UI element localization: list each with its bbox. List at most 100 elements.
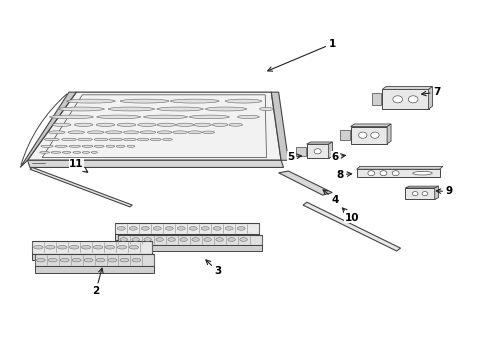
Ellipse shape	[82, 152, 89, 153]
Circle shape	[407, 96, 417, 103]
Ellipse shape	[120, 99, 168, 103]
Ellipse shape	[123, 131, 139, 134]
Ellipse shape	[170, 99, 219, 103]
Ellipse shape	[172, 131, 187, 134]
Polygon shape	[339, 130, 349, 140]
Ellipse shape	[212, 123, 227, 126]
Circle shape	[411, 192, 417, 196]
Ellipse shape	[150, 138, 161, 141]
Polygon shape	[295, 147, 305, 156]
Text: 8: 8	[335, 170, 351, 180]
Ellipse shape	[176, 123, 193, 126]
Ellipse shape	[105, 246, 115, 249]
Ellipse shape	[41, 145, 53, 147]
Circle shape	[421, 192, 427, 196]
Ellipse shape	[58, 246, 67, 249]
Ellipse shape	[105, 131, 122, 134]
Polygon shape	[27, 160, 283, 167]
Ellipse shape	[78, 138, 92, 141]
Ellipse shape	[48, 131, 65, 134]
Ellipse shape	[237, 115, 259, 118]
Ellipse shape	[58, 107, 104, 111]
Text: 9: 9	[435, 186, 452, 197]
Ellipse shape	[108, 107, 154, 111]
Polygon shape	[356, 166, 442, 169]
Polygon shape	[371, 93, 381, 105]
Ellipse shape	[189, 226, 197, 230]
Polygon shape	[35, 254, 154, 266]
Ellipse shape	[68, 131, 84, 134]
Ellipse shape	[49, 115, 93, 119]
Ellipse shape	[74, 123, 93, 126]
Polygon shape	[386, 124, 390, 144]
Ellipse shape	[40, 152, 49, 153]
Text: 3: 3	[205, 260, 221, 276]
Ellipse shape	[45, 246, 55, 249]
Ellipse shape	[138, 123, 156, 126]
Ellipse shape	[259, 107, 273, 111]
Ellipse shape	[94, 138, 108, 141]
Polygon shape	[32, 253, 152, 260]
Ellipse shape	[96, 258, 105, 262]
Polygon shape	[20, 92, 76, 167]
Text: 2: 2	[92, 268, 103, 296]
Ellipse shape	[137, 138, 149, 141]
Ellipse shape	[72, 258, 81, 262]
Polygon shape	[118, 234, 261, 244]
Ellipse shape	[157, 131, 171, 134]
Ellipse shape	[48, 258, 57, 262]
Polygon shape	[328, 142, 332, 158]
Circle shape	[379, 171, 386, 176]
Ellipse shape	[123, 138, 136, 141]
Ellipse shape	[81, 246, 91, 249]
Ellipse shape	[129, 246, 138, 249]
Polygon shape	[382, 89, 427, 109]
Ellipse shape	[225, 99, 261, 103]
Ellipse shape	[109, 138, 122, 141]
Ellipse shape	[201, 226, 209, 230]
Ellipse shape	[44, 138, 59, 141]
Circle shape	[391, 171, 398, 176]
Ellipse shape	[224, 226, 233, 230]
Text: 10: 10	[342, 208, 358, 222]
Ellipse shape	[96, 123, 115, 126]
Ellipse shape	[60, 258, 69, 262]
Ellipse shape	[193, 123, 211, 126]
Ellipse shape	[120, 258, 128, 262]
Ellipse shape	[87, 131, 104, 134]
Ellipse shape	[97, 115, 141, 119]
Ellipse shape	[91, 152, 97, 153]
Ellipse shape	[141, 226, 149, 230]
Ellipse shape	[52, 123, 71, 126]
Text: 11: 11	[69, 159, 87, 172]
Circle shape	[358, 132, 366, 138]
Text: 1: 1	[267, 39, 335, 71]
Ellipse shape	[237, 226, 244, 230]
Ellipse shape	[227, 238, 235, 241]
Ellipse shape	[157, 107, 203, 111]
Polygon shape	[427, 86, 431, 109]
Ellipse shape	[94, 145, 104, 147]
Ellipse shape	[51, 152, 61, 153]
Text: 4: 4	[323, 190, 338, 205]
Ellipse shape	[239, 238, 247, 241]
Ellipse shape	[180, 238, 187, 241]
Polygon shape	[27, 92, 281, 160]
Ellipse shape	[36, 258, 45, 262]
Ellipse shape	[73, 152, 81, 153]
Polygon shape	[356, 169, 439, 177]
Ellipse shape	[69, 246, 79, 249]
Polygon shape	[35, 266, 154, 273]
Ellipse shape	[84, 258, 93, 262]
Ellipse shape	[120, 238, 127, 241]
Circle shape	[367, 171, 374, 176]
Ellipse shape	[162, 138, 172, 140]
Polygon shape	[278, 171, 331, 195]
Ellipse shape	[153, 226, 161, 230]
Polygon shape	[303, 202, 400, 251]
Ellipse shape	[55, 145, 67, 147]
Ellipse shape	[143, 238, 151, 241]
Ellipse shape	[129, 226, 137, 230]
Ellipse shape	[213, 226, 221, 230]
Polygon shape	[115, 223, 259, 234]
